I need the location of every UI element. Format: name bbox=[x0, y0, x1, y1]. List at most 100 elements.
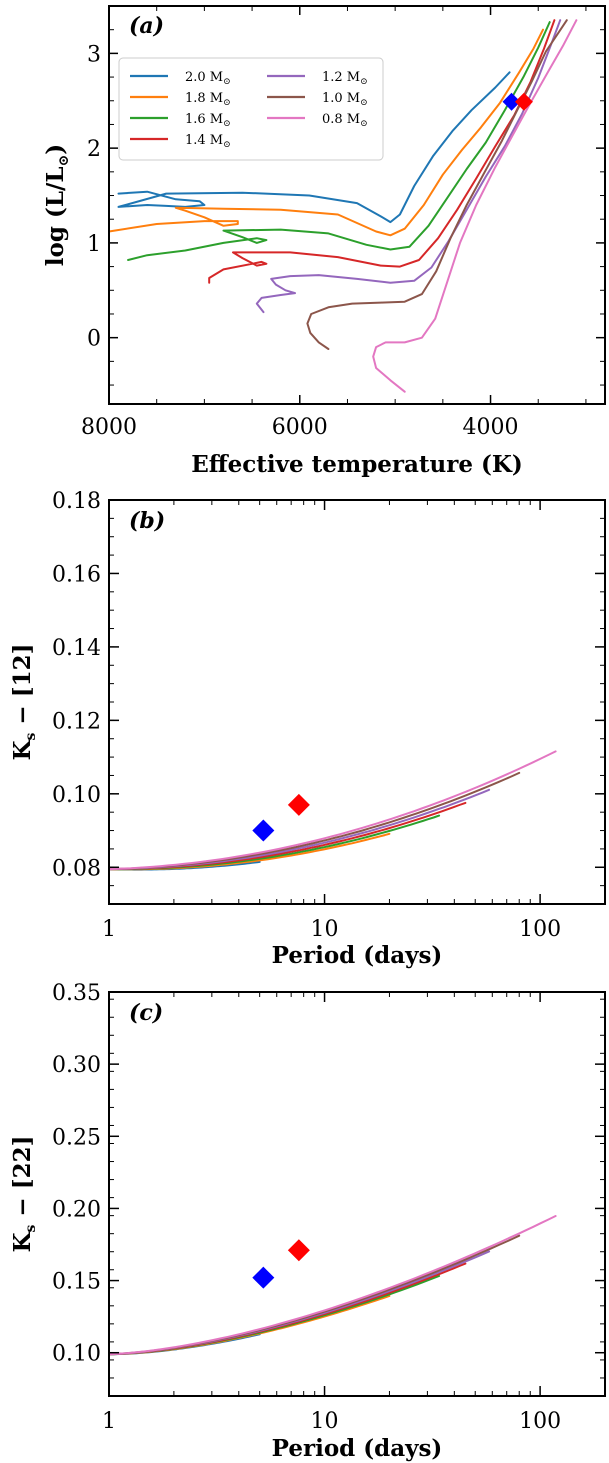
legend-label: 1.6 M⊙ bbox=[185, 112, 231, 129]
legend-unit: ⊙ bbox=[223, 98, 231, 108]
b-series-1-0-msun bbox=[108, 771, 521, 871]
legend-label: 2.0 M⊙ bbox=[185, 70, 231, 87]
b-ytick-label: 0.14 bbox=[52, 636, 101, 661]
panel-b-label: (b) bbox=[129, 508, 165, 534]
panel-a-ylabel-sub: ⊙ bbox=[56, 155, 72, 167]
panel-c-xlabel: Period (days) bbox=[272, 1435, 443, 1462]
legend-box bbox=[118, 57, 384, 161]
c-ytick-label: 0.10 bbox=[52, 1342, 101, 1367]
panel-b-series-group bbox=[108, 750, 557, 871]
panel-a-xtick-label: 6000 bbox=[272, 415, 328, 440]
panel-c-ylabel-rest: − [22] bbox=[9, 1136, 36, 1225]
panel-b-ylabel-main: K bbox=[9, 739, 36, 760]
panel-a-xlabel: Effective temperature (K) bbox=[191, 451, 523, 478]
c-ytick-label: 0.30 bbox=[52, 1053, 101, 1078]
c-marker-red bbox=[287, 1239, 310, 1262]
panel-b-ticks: 1 10 100 0.08 0.10 0.12 0.14 0.16 0.18 bbox=[52, 489, 606, 942]
panel-a-ytick-label: 0 bbox=[87, 327, 101, 352]
legend-mass: 1.2 M bbox=[322, 70, 360, 85]
b-xtick-label: 1 bbox=[102, 917, 116, 942]
c-series-1-4-msun bbox=[108, 1262, 467, 1356]
panel-a-markers bbox=[502, 92, 533, 111]
legend-unit: ⊙ bbox=[360, 119, 368, 129]
track-1-2-msun bbox=[255, 19, 562, 314]
b-xtick-label: 100 bbox=[519, 917, 561, 942]
legend-label: 1.8 M⊙ bbox=[185, 91, 231, 108]
b-marker-red bbox=[287, 793, 310, 816]
track-2-0-msun bbox=[117, 71, 511, 224]
legend-label: 0.8 M⊙ bbox=[322, 112, 368, 129]
c-xtick-label: 100 bbox=[519, 1409, 561, 1434]
panel-b-markers bbox=[252, 793, 310, 842]
track-1-8-msun bbox=[108, 28, 544, 237]
c-ytick-label: 0.25 bbox=[52, 1125, 101, 1150]
c-series-1-0-msun bbox=[108, 1234, 521, 1356]
panel-b-ks-12: 1 10 100 0.08 0.10 0.12 0.14 0.16 0.18 (b) Perio… bbox=[9, 489, 606, 969]
panel-a-ytick-label: 1 bbox=[87, 232, 101, 257]
b-ytick-label: 0.18 bbox=[52, 489, 101, 514]
panel-a-series-group bbox=[108, 19, 578, 393]
legend-unit: ⊙ bbox=[223, 140, 231, 150]
panel-a-frame bbox=[108, 5, 606, 405]
panel-a-marker-red bbox=[514, 92, 533, 111]
panel-a-ylabel-close: ) bbox=[42, 144, 69, 155]
legend-mass: 1.0 M bbox=[322, 91, 360, 106]
panel-c-ks-22: 1 10 100 0.10 0.15 0.20 0.25 0.30 0.35 (c) Perio… bbox=[9, 981, 606, 1462]
legend-mass: 0.8 M bbox=[322, 112, 360, 127]
legend-mass: 1.4 M bbox=[185, 133, 223, 148]
c-ytick-label: 0.35 bbox=[52, 981, 101, 1006]
c-xtick-label: 1 bbox=[102, 1409, 116, 1434]
panel-a-xtick-label: 8000 bbox=[81, 415, 137, 440]
panel-b-frame bbox=[108, 499, 606, 905]
panel-c-frame bbox=[108, 991, 606, 1397]
legend-unit: ⊙ bbox=[360, 77, 368, 87]
panel-b-ylabel-rest: − [12] bbox=[9, 644, 36, 733]
legend-mass: 2.0 M bbox=[185, 70, 223, 85]
track-1-0-msun bbox=[306, 19, 568, 350]
b-ytick-label: 0.08 bbox=[52, 856, 101, 881]
panel-a-ticks: 8000 6000 4000 0 1 2 3 bbox=[81, 5, 605, 440]
panel-c-ticks: 1 10 100 0.10 0.15 0.20 0.25 0.30 0.35 bbox=[52, 981, 606, 1434]
panel-c-series-group bbox=[108, 1215, 557, 1356]
legend-label: 1.2 M⊙ bbox=[322, 70, 368, 87]
b-xtick-label: 10 bbox=[311, 917, 339, 942]
track-1-4-msun bbox=[208, 19, 556, 284]
panel-a-ytick-label: 3 bbox=[87, 42, 101, 67]
c-ytick-label: 0.15 bbox=[52, 1270, 101, 1295]
panel-a-ytick-label: 2 bbox=[87, 137, 101, 162]
b-series-1-6-msun bbox=[108, 814, 441, 871]
legend-unit: ⊙ bbox=[223, 119, 231, 129]
c-series-0-8-msun bbox=[108, 1215, 557, 1356]
panel-c-markers bbox=[252, 1239, 310, 1289]
b-marker-blue bbox=[252, 819, 275, 842]
panel-c-ylabel-main: K bbox=[9, 1231, 36, 1252]
track-0-8-msun bbox=[372, 19, 578, 393]
c-marker-blue bbox=[252, 1266, 275, 1289]
b-ytick-label: 0.12 bbox=[52, 709, 101, 734]
panel-a-label: (a) bbox=[129, 13, 164, 39]
legend-label: 1.4 M⊙ bbox=[185, 133, 231, 150]
legend-label: 1.0 M⊙ bbox=[322, 91, 368, 108]
b-ytick-label: 0.10 bbox=[52, 783, 101, 808]
panel-a-ylabel-main: log (L/L bbox=[42, 166, 69, 266]
c-ytick-label: 0.20 bbox=[52, 1197, 101, 1222]
panel-b-xlabel: Period (days) bbox=[272, 942, 443, 969]
panel-b-ylabel: Ks − [12] bbox=[9, 644, 39, 761]
panel-c-label: (c) bbox=[129, 1000, 163, 1026]
panel-a-ylabel: log (L/L⊙) bbox=[42, 144, 72, 266]
panel-c-ylabel: Ks − [22] bbox=[9, 1136, 39, 1253]
b-ytick-label: 0.16 bbox=[52, 562, 101, 587]
legend: 2.0 M⊙1.8 M⊙1.6 M⊙1.4 M⊙1.2 M⊙1.0 M⊙0.8 … bbox=[118, 57, 384, 161]
track-1-6-msun bbox=[127, 21, 551, 261]
c-xtick-label: 10 bbox=[311, 1409, 339, 1434]
c-series-1-2-msun bbox=[108, 1250, 491, 1356]
b-series-0-8-msun bbox=[108, 750, 557, 871]
panel-a-xtick-label: 4000 bbox=[463, 415, 519, 440]
panel-a-marker-blue bbox=[502, 92, 521, 111]
legend-mass: 1.8 M bbox=[185, 91, 223, 106]
legend-unit: ⊙ bbox=[360, 98, 368, 108]
panel-c-ylabel-sub: s bbox=[23, 1224, 39, 1232]
legend-mass: 1.6 M bbox=[185, 112, 223, 127]
